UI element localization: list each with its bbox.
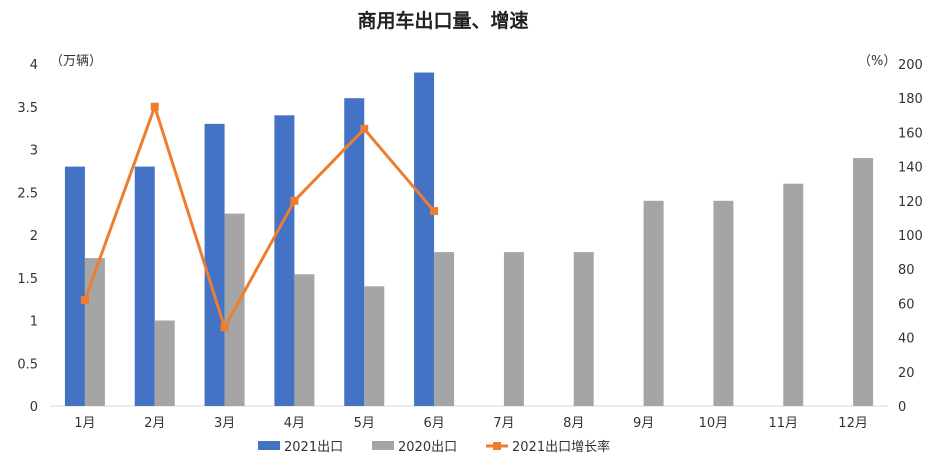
y-left-tick: 1 bbox=[30, 315, 38, 330]
y-right-tick: 80 bbox=[898, 263, 915, 278]
bar-2020出口-7月 bbox=[503, 252, 524, 406]
bar-2020出口-12月 bbox=[853, 158, 874, 406]
bar-2020出口-6月 bbox=[434, 252, 455, 406]
y-left-tick: 3.5 bbox=[17, 101, 38, 116]
bar-2020出口-4月 bbox=[294, 274, 315, 406]
x-tick: 1月 bbox=[74, 416, 95, 431]
x-tick: 11月 bbox=[768, 416, 798, 431]
point-2021出口增长率-4月 bbox=[290, 196, 299, 205]
y-left-tick: 0 bbox=[30, 400, 38, 415]
bar-2020出口-9月 bbox=[643, 200, 664, 406]
bar-2020出口-5月 bbox=[364, 286, 385, 406]
y-right-tick: 180 bbox=[898, 92, 923, 107]
x-tick: 7月 bbox=[493, 416, 514, 431]
bar-2020出口-1月 bbox=[84, 258, 105, 406]
y-right-tick: 120 bbox=[898, 195, 923, 210]
line-layer bbox=[80, 102, 439, 332]
bar-2021出口-6月 bbox=[414, 72, 435, 407]
x-tick: 10月 bbox=[699, 416, 729, 431]
y-right-tick: 140 bbox=[898, 161, 923, 176]
legend-label: 2021出口增长率 bbox=[512, 439, 610, 455]
bar-2021出口-3月 bbox=[204, 123, 225, 406]
legend: 2021出口 2020出口 2021出口增长率 bbox=[258, 439, 610, 455]
point-2021出口增长率-2月 bbox=[150, 102, 159, 111]
point-2021出口增长率-3月 bbox=[220, 323, 229, 332]
bar-2021出口-2月 bbox=[134, 166, 155, 406]
point-2021出口增长率-5月 bbox=[360, 124, 369, 133]
x-tick: 5月 bbox=[354, 416, 375, 431]
y-left-tick: 4 bbox=[30, 58, 38, 73]
bar-2020出口-11月 bbox=[783, 183, 804, 406]
y-left-ticks: 0 0.5 1 1.5 2 2.5 3 3.5 4 bbox=[17, 58, 38, 415]
x-tick: 9月 bbox=[633, 416, 654, 431]
legend-swatch bbox=[372, 441, 394, 450]
point-2021出口增长率-6月 bbox=[430, 207, 439, 216]
bars-layer bbox=[64, 72, 874, 407]
x-tick: 6月 bbox=[423, 416, 444, 431]
y-left-unit: （万辆） bbox=[50, 54, 102, 69]
legend-marker bbox=[493, 442, 501, 450]
y-left-tick: 2.5 bbox=[17, 186, 38, 201]
y-right-tick: 20 bbox=[898, 366, 915, 381]
x-tick: 3月 bbox=[214, 416, 235, 431]
x-tick: 2月 bbox=[144, 416, 165, 431]
line-2021出口增长率 bbox=[83, 105, 436, 329]
y-right-unit: （%） bbox=[858, 54, 896, 69]
bar-2020出口-8月 bbox=[573, 252, 594, 406]
legend-label: 2020出口 bbox=[398, 440, 457, 455]
y-left-tick: 0.5 bbox=[17, 357, 38, 372]
bar-2021出口-5月 bbox=[344, 98, 365, 406]
y-right-tick: 0 bbox=[898, 400, 906, 415]
y-right-tick: 200 bbox=[898, 58, 923, 73]
x-tick: 8月 bbox=[563, 416, 584, 431]
y-right-ticks: 0 20 40 60 80 100 120 140 160 180 200 bbox=[898, 58, 923, 415]
x-ticks: 1月 2月 3月 4月 5月 6月 7月 8月 9月 10月 11月 12月 bbox=[74, 416, 868, 431]
y-right-tick: 100 bbox=[898, 229, 923, 244]
y-right-tick: 160 bbox=[898, 126, 923, 141]
y-left-tick: 1.5 bbox=[17, 272, 38, 287]
x-tick: 12月 bbox=[838, 416, 868, 431]
bar-2020出口-2月 bbox=[154, 320, 175, 406]
y-right-tick: 60 bbox=[898, 297, 915, 312]
bar-2021出口-4月 bbox=[274, 115, 295, 407]
point-2021出口增长率-1月 bbox=[80, 295, 89, 304]
chart-title: 商用车出口量、增速 bbox=[357, 9, 528, 32]
legend-label: 2021出口 bbox=[284, 440, 343, 455]
x-tick: 4月 bbox=[284, 416, 305, 431]
bar-2021出口-1月 bbox=[64, 166, 85, 406]
y-left-tick: 2 bbox=[30, 229, 38, 244]
bar-2020出口-10月 bbox=[713, 200, 734, 406]
y-left-tick: 3 bbox=[30, 144, 38, 159]
legend-swatch bbox=[258, 441, 280, 450]
y-right-tick: 40 bbox=[898, 332, 915, 347]
